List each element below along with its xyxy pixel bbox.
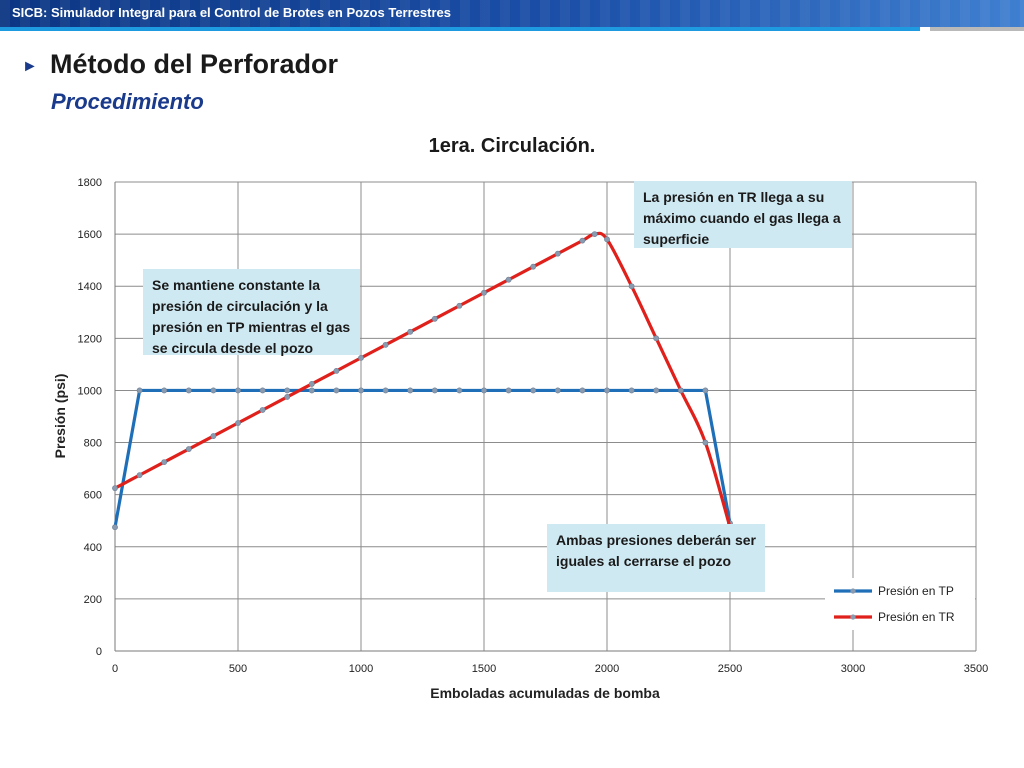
data-point bbox=[702, 439, 709, 446]
header-underline-gray bbox=[930, 27, 1024, 31]
y-tick-label: 1800 bbox=[78, 177, 102, 189]
slide-subtitle: Procedimiento bbox=[51, 89, 204, 114]
data-point bbox=[235, 387, 241, 394]
header-title: SICB: Simulador Integral para el Control… bbox=[12, 5, 451, 20]
x-tick-label: 3500 bbox=[964, 663, 988, 675]
data-point bbox=[333, 387, 340, 394]
chart-legend: Presión en TP Presión en TR bbox=[825, 578, 975, 630]
annotation-constant-pressure: Se mantiene constante la presión de circ… bbox=[143, 269, 360, 356]
legend-label: Presión en TR bbox=[878, 610, 955, 624]
legend-label: Presión en TP bbox=[878, 584, 954, 598]
data-point bbox=[210, 387, 217, 394]
data-point bbox=[456, 387, 463, 394]
data-point bbox=[358, 354, 364, 361]
y-tick-label: 400 bbox=[84, 542, 102, 554]
x-axis-label: Emboladas acumuladas de bomba bbox=[430, 685, 660, 701]
chart-title: 1era. Circulación. bbox=[429, 135, 596, 157]
chart-axes: 0 200 400 600 800 1000 1200 1400 1600 1800 0 500 100… bbox=[78, 177, 989, 675]
data-point bbox=[456, 302, 463, 309]
data-point bbox=[579, 387, 586, 394]
data-point bbox=[481, 387, 487, 394]
data-point bbox=[333, 368, 340, 374]
bullet-arrow-icon: ► bbox=[22, 58, 38, 75]
x-tick-label: 2500 bbox=[718, 663, 742, 675]
annotation-tr-max: La presión en TR llega a su máximo cuand… bbox=[634, 181, 852, 248]
y-tick-label: 800 bbox=[84, 438, 102, 450]
y-tick-label: 0 bbox=[96, 646, 102, 658]
data-point bbox=[136, 387, 143, 394]
data-point bbox=[259, 387, 266, 394]
y-axis-label: Presión (psi) bbox=[52, 374, 68, 459]
data-point bbox=[481, 289, 487, 296]
data-point bbox=[210, 433, 217, 439]
data-point bbox=[591, 231, 598, 238]
data-point bbox=[530, 263, 537, 270]
data-point bbox=[112, 524, 118, 531]
data-point bbox=[554, 250, 561, 257]
y-tick-label: 1200 bbox=[78, 333, 102, 345]
data-point bbox=[185, 387, 192, 394]
y-tick-label: 600 bbox=[84, 490, 102, 502]
data-point bbox=[382, 387, 389, 394]
annotation-equal-pressures: Ambas presiones deberán ser iguales al c… bbox=[547, 524, 765, 592]
x-tick-label: 500 bbox=[229, 663, 247, 675]
data-point bbox=[308, 381, 315, 387]
legend-swatch-marker bbox=[850, 588, 856, 594]
data-point bbox=[358, 387, 364, 394]
series-line-1 bbox=[113, 388, 732, 529]
data-point bbox=[407, 328, 414, 335]
y-tick-label: 1000 bbox=[78, 385, 102, 397]
legend-swatch-marker bbox=[850, 614, 856, 620]
x-tick-label: 2000 bbox=[595, 663, 619, 675]
x-tick-label: 3000 bbox=[841, 663, 865, 675]
y-tick-label: 200 bbox=[84, 594, 102, 606]
header-bar: SICB: Simulador Integral para el Control… bbox=[0, 0, 1024, 27]
legend-box bbox=[825, 578, 975, 630]
data-point bbox=[185, 446, 192, 452]
data-point bbox=[628, 387, 635, 394]
data-point bbox=[653, 387, 660, 394]
data-point bbox=[136, 472, 143, 479]
data-point bbox=[505, 387, 512, 394]
data-point bbox=[235, 420, 241, 426]
data-point bbox=[604, 236, 610, 243]
data-point bbox=[431, 387, 438, 394]
data-point bbox=[628, 283, 635, 290]
data-point bbox=[604, 387, 610, 394]
data-point bbox=[579, 237, 586, 244]
data-point bbox=[308, 387, 315, 394]
data-point bbox=[284, 387, 291, 394]
data-point bbox=[530, 387, 537, 394]
data-point bbox=[407, 387, 414, 394]
x-tick-label: 1500 bbox=[472, 663, 496, 675]
data-point bbox=[677, 387, 684, 394]
data-point bbox=[259, 407, 266, 413]
data-point bbox=[431, 315, 438, 322]
data-point bbox=[161, 459, 168, 465]
data-point bbox=[112, 485, 118, 492]
data-point bbox=[653, 335, 660, 342]
data-point bbox=[161, 387, 168, 394]
x-tick-label: 0 bbox=[112, 663, 118, 675]
chart-series bbox=[112, 231, 733, 531]
slide-title: Método del Perforador bbox=[50, 49, 339, 79]
header-underline-blue bbox=[0, 27, 920, 31]
data-point bbox=[554, 387, 561, 394]
y-tick-label: 1400 bbox=[78, 281, 102, 293]
data-point bbox=[284, 394, 291, 400]
data-point bbox=[382, 341, 389, 348]
data-point bbox=[702, 387, 709, 394]
data-point bbox=[505, 276, 512, 283]
y-tick-label: 1600 bbox=[78, 229, 102, 241]
x-tick-label: 1000 bbox=[349, 663, 373, 675]
